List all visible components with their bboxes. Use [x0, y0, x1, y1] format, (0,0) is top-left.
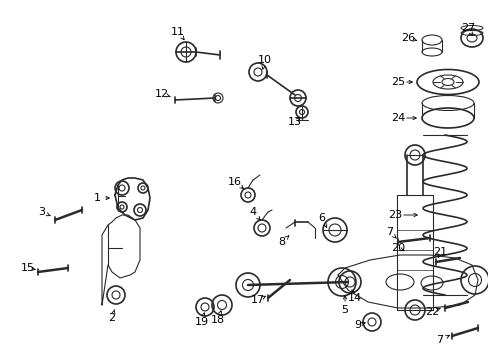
Text: 3: 3: [39, 207, 45, 217]
Text: 15: 15: [21, 263, 35, 273]
Text: 20: 20: [390, 243, 404, 253]
Text: 8: 8: [278, 237, 285, 247]
Text: 25: 25: [390, 77, 404, 87]
Text: 4: 4: [249, 207, 256, 217]
Text: 19: 19: [195, 317, 209, 327]
Text: 18: 18: [210, 315, 224, 325]
Text: 7: 7: [436, 335, 443, 345]
Text: 10: 10: [258, 55, 271, 65]
Text: 12: 12: [155, 89, 169, 99]
Text: 2: 2: [108, 313, 115, 323]
Text: 7: 7: [386, 227, 393, 237]
Text: 1: 1: [93, 193, 101, 203]
Text: 24: 24: [390, 113, 404, 123]
Text: 23: 23: [387, 210, 401, 220]
Text: 27: 27: [460, 23, 474, 33]
Text: 21: 21: [432, 247, 446, 257]
Text: 22: 22: [424, 307, 438, 317]
Text: 11: 11: [171, 27, 184, 37]
Text: 16: 16: [227, 177, 242, 187]
Text: 6: 6: [318, 213, 325, 223]
Text: 13: 13: [287, 117, 302, 127]
Text: 26: 26: [400, 33, 414, 43]
Text: 5: 5: [341, 305, 348, 315]
Text: 14: 14: [347, 293, 361, 303]
Text: 9: 9: [354, 320, 361, 330]
Text: 17: 17: [250, 295, 264, 305]
